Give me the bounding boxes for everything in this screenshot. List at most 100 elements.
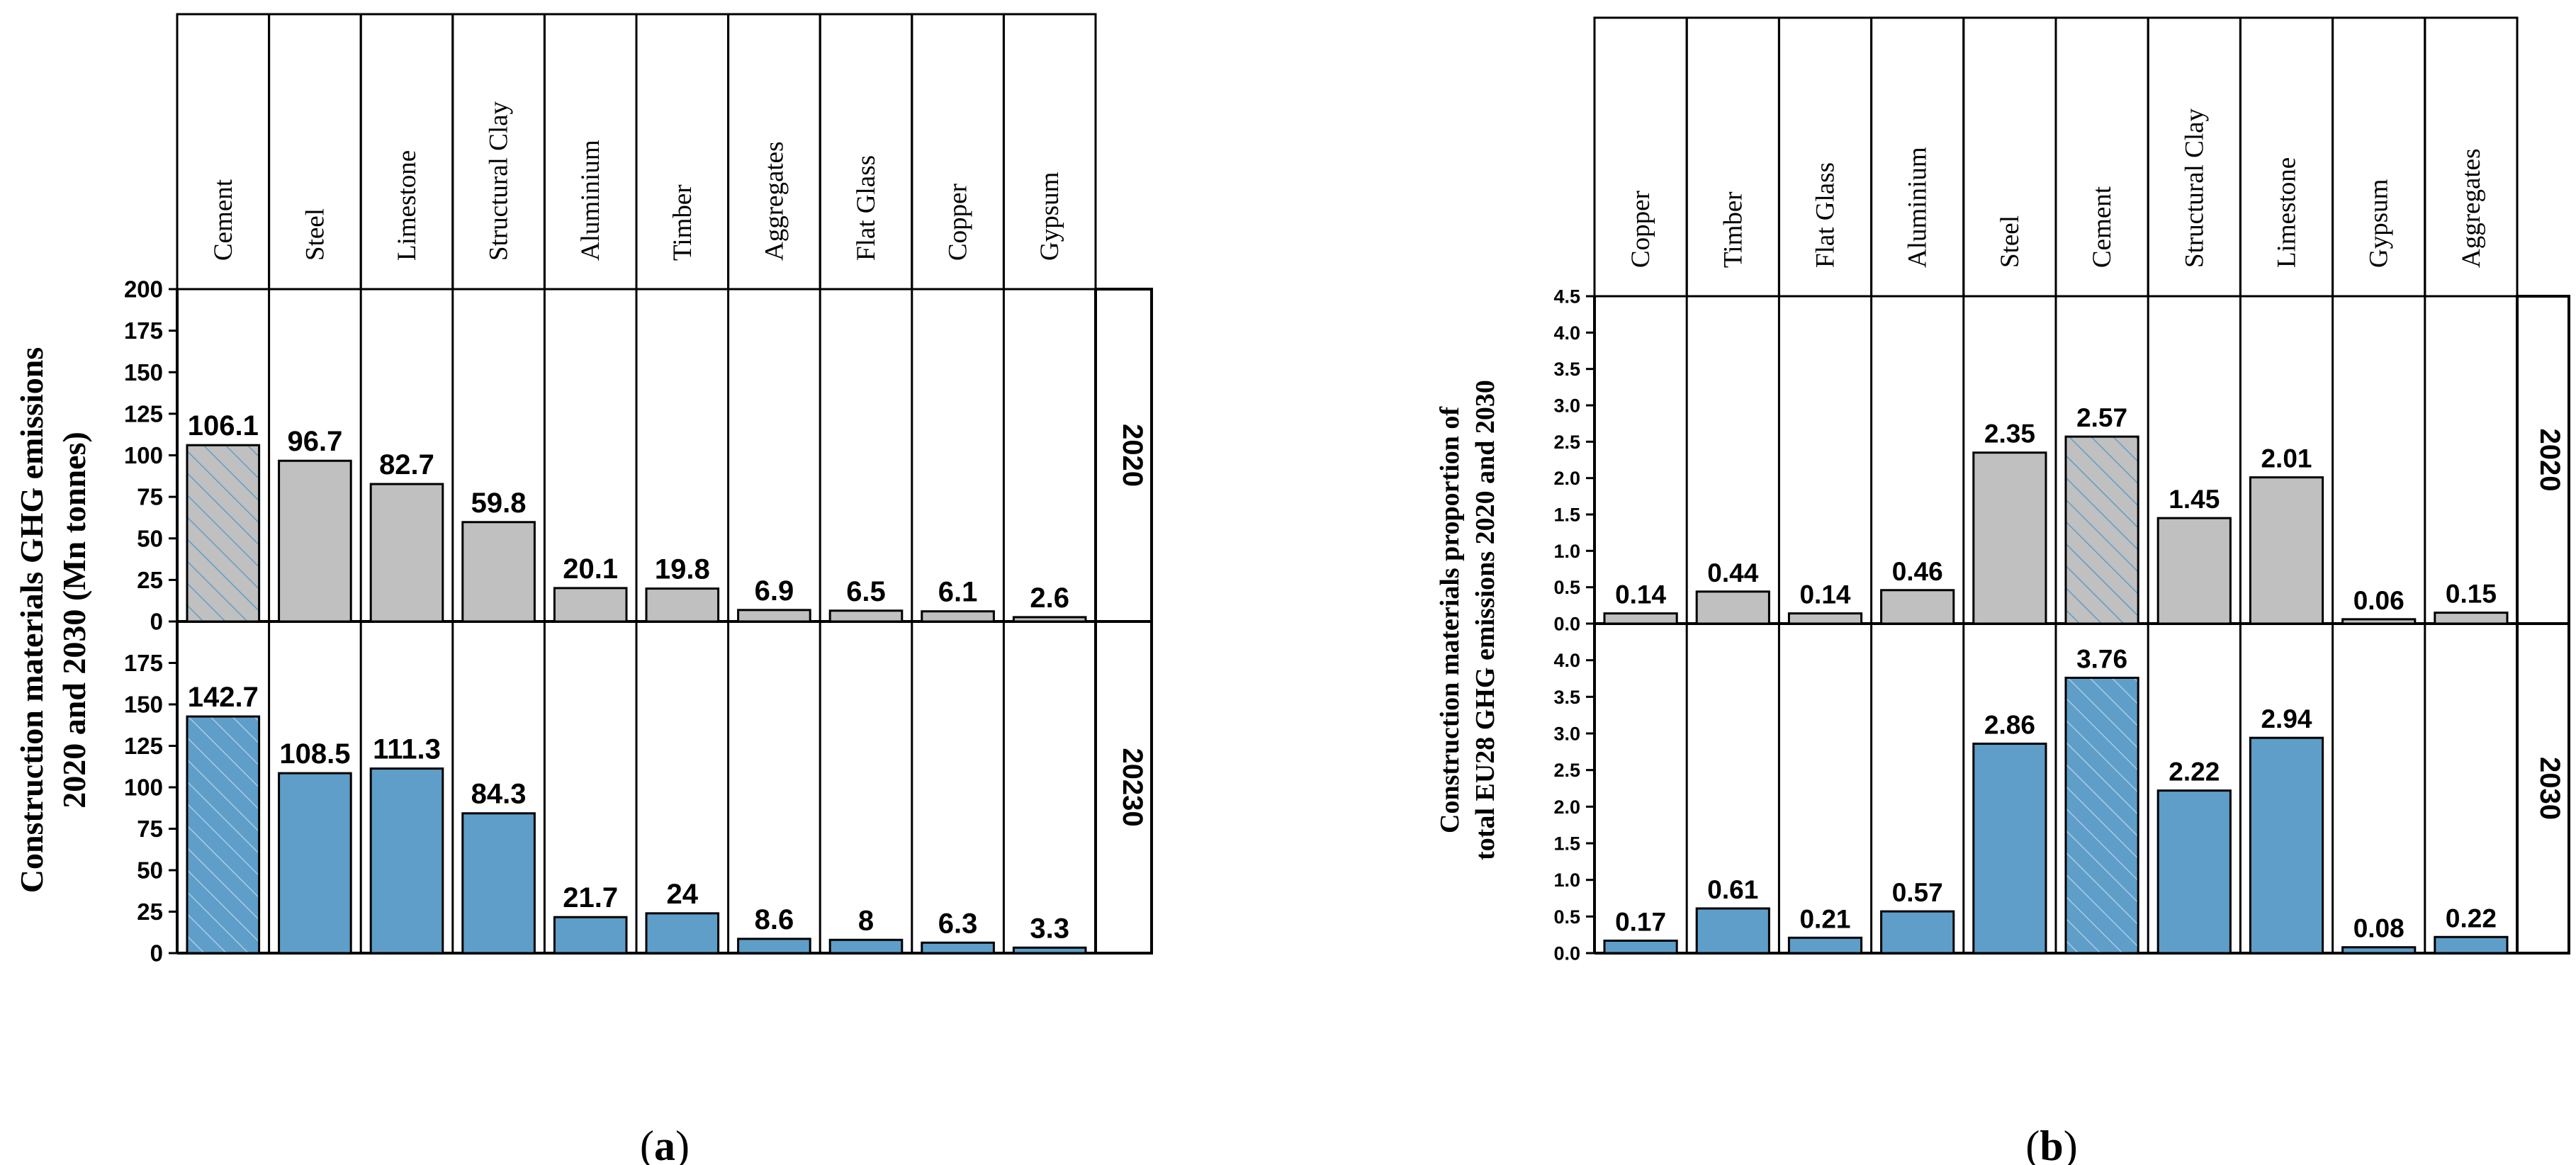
value-label: 142.7 (188, 682, 259, 713)
bar (553, 916, 628, 955)
chart-b-ylabel-line1: Construction materials proportion of (1435, 406, 1465, 833)
chart-b-categories: Copper Timber Flat Glass Aluminium Steel Ceme… (1593, 16, 2519, 298)
bar (2064, 676, 2139, 955)
y-tick-label: 0.0 (1553, 613, 1580, 634)
y-tick-label: 25 (137, 899, 163, 925)
y-tick-label: 175 (124, 317, 163, 344)
chart-a-panel-label: (a) (640, 1122, 690, 1165)
category-label: Timber (668, 184, 697, 261)
chart-b-panel-2030: 0.0 0.5 1.0 1.5 2.0 2.5 3.0 3.5 4.0 0.17 0.61 0.21 0… (1553, 622, 2570, 964)
chart-b: Construction materials proportion of tot… (1435, 16, 2570, 1165)
value-label: 2.35 (1984, 420, 2035, 449)
bar (737, 938, 811, 955)
bar (186, 715, 261, 955)
y-tick-label: 1.5 (1553, 833, 1580, 854)
value-label: 0.22 (2446, 904, 2497, 933)
bar (1695, 590, 1770, 625)
chart-b-panel-2020: 0.0 0.5 1.0 1.5 2.0 2.5 3.0 3.5 4.0 4.5 0.14 0.44 0.… (1553, 286, 2570, 634)
y-tick-label: 150 (124, 692, 163, 718)
category-label: Steel (1996, 215, 2025, 268)
value-label: 0.21 (1799, 904, 1850, 933)
bar (461, 812, 536, 955)
bar (1972, 742, 2047, 955)
value-label: 3.3 (1030, 913, 1069, 944)
value-label: 82.7 (379, 449, 434, 480)
value-label: 8.6 (755, 904, 794, 935)
y-tick-label: 125 (124, 400, 163, 427)
bar (2249, 476, 2324, 625)
value-label: 20.1 (563, 553, 618, 585)
category-label: Copper (944, 184, 973, 261)
category-label: Flat Glass (852, 155, 881, 261)
bar (1880, 910, 1955, 955)
year-label: 2020 (1117, 424, 1148, 487)
value-label: 3.76 (2076, 644, 2127, 673)
y-tick-label: 4.0 (1553, 650, 1580, 671)
bar (1012, 616, 1087, 623)
bar (645, 912, 720, 955)
y-tick-label: 50 (137, 525, 163, 551)
value-label: 106.1 (188, 410, 259, 441)
y-tick-label: 150 (124, 359, 163, 385)
bar (2434, 935, 2509, 955)
category-label: Aggregates (2457, 149, 2486, 269)
category-label: Structural Clay (2180, 108, 2209, 268)
category-label: Limestone (393, 150, 422, 261)
y-tick-label: 25 (137, 567, 163, 593)
y-tick-label: 0 (150, 609, 163, 635)
bar (278, 459, 352, 623)
bar (2249, 736, 2324, 955)
value-label: 2.22 (2169, 758, 2220, 787)
bar (1603, 612, 1678, 625)
y-tick-label: 50 (137, 857, 163, 884)
value-label: 2.01 (2261, 444, 2312, 473)
value-label: 0.61 (1707, 875, 1758, 904)
chart-a: Construction materials GHG emissions 202… (13, 13, 1153, 1165)
y-tick-label: 1.5 (1553, 504, 1580, 525)
value-label: 0.17 (1615, 907, 1666, 936)
bar (645, 587, 720, 623)
bar (828, 938, 904, 955)
value-label: 2.6 (1030, 582, 1069, 614)
y-tick-label: 4.5 (1553, 286, 1580, 307)
category-label: Aluminium (1903, 147, 1933, 268)
bar (2156, 517, 2232, 625)
chart-a-ylabel-line2: 2020 and 2030 (Mn tonnes) (56, 432, 92, 809)
bar (186, 444, 261, 623)
bar (921, 610, 995, 623)
chart-b-ylabel-line2: total EU28 GHG emissions 2020 and 2030 (1470, 380, 1500, 860)
value-label: 0.46 (1892, 557, 1943, 586)
y-tick-label: 125 (124, 733, 163, 759)
bar (1787, 936, 1863, 955)
value-label: 0.08 (2353, 914, 2405, 943)
y-tick-label: 1.0 (1553, 541, 1580, 562)
bar (369, 483, 444, 623)
category-label: Aggregates (760, 142, 789, 261)
y-tick-label: 4.0 (1553, 322, 1580, 344)
value-label: 6.9 (755, 575, 794, 607)
y-tick-label: 75 (137, 816, 163, 842)
category-cell (2424, 16, 2519, 298)
category-label: Cement (2088, 186, 2117, 268)
bar (2434, 612, 2509, 625)
y-tick-label: 100 (124, 442, 163, 468)
value-label: 19.8 (655, 554, 710, 585)
bar (278, 772, 352, 955)
bar (828, 609, 904, 623)
y-tick-label: 0.5 (1553, 577, 1580, 598)
category-label: Limestone (2273, 157, 2302, 268)
value-label: 0.06 (2353, 586, 2405, 615)
chart-a-panel-2020: 0 25 50 75 100 125 150 175 200 106.1 96.7 82.7 59.8 2… (124, 276, 1153, 635)
y-tick-label: 0.0 (1553, 942, 1580, 964)
category-label: Steel (300, 208, 330, 261)
bar (2341, 618, 2417, 625)
value-label: 0.14 (1799, 580, 1850, 609)
y-tick-label: 100 (124, 775, 163, 801)
value-label: 84.3 (471, 779, 527, 810)
year-label: 2020 (2534, 429, 2565, 492)
bar (461, 521, 536, 623)
category-label: Aluminium (576, 140, 605, 261)
value-label: 2.86 (1984, 710, 2035, 739)
y-tick-label: 1.0 (1553, 869, 1580, 891)
